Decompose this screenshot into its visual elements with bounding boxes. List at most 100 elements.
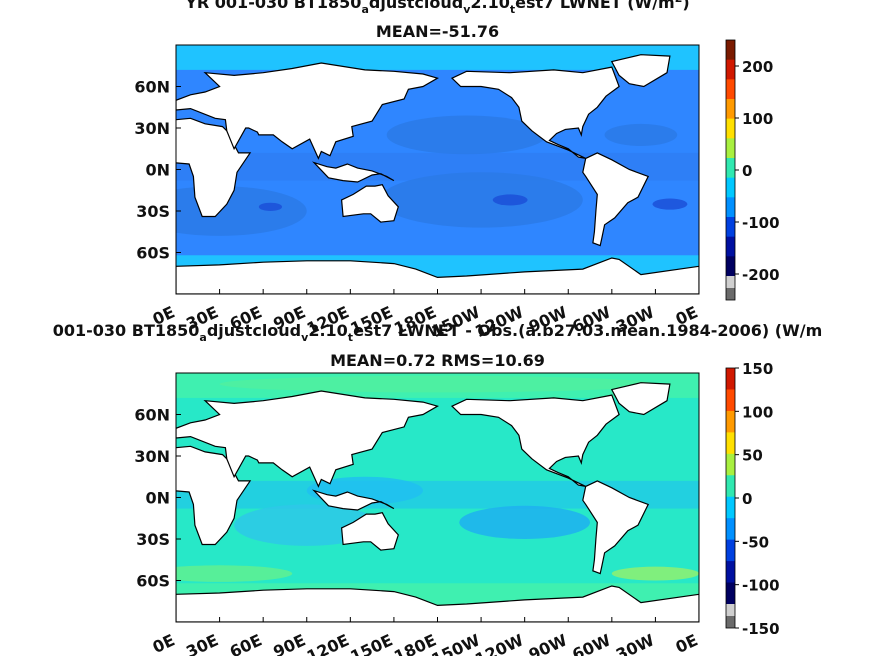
y-tick-label: 0N: [145, 489, 170, 508]
y-tick-label: 60S: [136, 244, 170, 263]
land-indonesia: [311, 161, 395, 183]
colorbar-segment: [726, 217, 735, 238]
panel1-field: [176, 45, 699, 294]
colorbar-underflow: [726, 616, 735, 628]
colorbar-segment: [726, 177, 735, 198]
land-australia: [340, 512, 399, 551]
x-tick-label: 0E: [673, 302, 701, 329]
ocean-anomaly: [219, 375, 656, 393]
x-tick-label: 90W: [526, 630, 571, 656]
y-tick-label: 30S: [136, 530, 170, 549]
ocean-anomaly: [604, 123, 678, 146]
colorbar-segment: [726, 539, 735, 562]
x-tick-label: 60E: [227, 630, 265, 656]
colorbar-segment: [726, 453, 735, 476]
colorbar-segment: [726, 99, 735, 120]
ocean-anomaly: [652, 198, 688, 210]
x-tick-label: 30W: [613, 630, 658, 656]
x-tick-label: 0E: [150, 630, 178, 656]
land-antarctica: [176, 257, 699, 294]
y-tick-label: 30S: [136, 202, 170, 221]
land-greenland: [610, 54, 671, 88]
x-tick-label: 30E: [183, 630, 221, 656]
x-tick-label: 120E: [304, 630, 352, 656]
x-tick-label: 150E: [347, 302, 395, 338]
ocean-anomaly: [459, 505, 591, 539]
colorbar-tick-label: 0: [742, 490, 752, 508]
land-eurasia: [176, 390, 440, 488]
colorbar-tick-label: -50: [742, 533, 769, 551]
colorbar-tick-label: 200: [742, 58, 773, 76]
land-samerica: [582, 480, 650, 575]
colorbar-tick-label: 50: [742, 447, 763, 465]
land-indonesia: [311, 489, 395, 511]
colorbar-tick-label: -100: [742, 577, 780, 595]
land-antarctica: [176, 585, 699, 622]
x-tick-label: 120E: [304, 302, 352, 338]
colorbar-segment: [726, 59, 735, 80]
colorbar-segment: [726, 236, 735, 257]
land-namerica: [450, 66, 620, 159]
y-tick-label: 60N: [134, 78, 170, 97]
colorbar-segment: [726, 256, 735, 277]
colorbar-segment: [726, 582, 735, 605]
panel1-colorbar: 200 100 0 -100 -200: [725, 39, 780, 301]
colorbar-segment: [726, 410, 735, 433]
colorbar-segment: [726, 389, 735, 412]
y-tick-label: 60N: [134, 406, 170, 425]
ocean-anomaly: [258, 202, 283, 212]
ocean-band-north: [176, 45, 699, 70]
land-samerica: [582, 152, 650, 247]
x-tick-label: 150E: [347, 630, 395, 656]
colorbar-segment: [726, 368, 735, 390]
y-tick-label: 60S: [136, 572, 170, 591]
ocean-anomaly: [379, 172, 583, 228]
x-tick-label: 90W: [526, 302, 571, 336]
x-tick-label: 120W: [472, 302, 527, 341]
x-tick-label: 0E: [150, 302, 178, 329]
colorbar-segment: [726, 197, 735, 218]
colorbar-tick-label: 150: [742, 360, 773, 378]
colorbar-segment: [726, 158, 735, 179]
panel2-colorbar: 150 100 50 0 -50 -100 -150: [725, 360, 780, 638]
colorbar-underflow: [726, 276, 735, 288]
x-tick-label: 90E: [270, 302, 308, 333]
land-greenland: [610, 382, 671, 416]
ocean-anomaly: [492, 194, 528, 206]
colorbar-segment: [726, 496, 735, 519]
panel1-subtitle: MEAN=-51.76: [375, 22, 500, 41]
x-tick-label: 0E: [673, 630, 701, 656]
ocean-anomaly: [176, 565, 293, 582]
x-tick-label: 30W: [613, 302, 658, 336]
ocean-anomaly: [386, 115, 547, 155]
panel2-field: [176, 373, 699, 622]
x-tick-label: 60W: [569, 302, 614, 336]
colorbar-segment: [726, 518, 735, 541]
panel1-title: YR 001-030 BT1850adjustcloudv2.10test7 L…: [185, 0, 690, 16]
colorbar-segment: [726, 432, 735, 455]
panel2-title: 001-030 BT1850adjustcloudv2.10test7 LWNE…: [52, 321, 823, 344]
x-tick-label: 60W: [569, 630, 614, 656]
ocean-anomaly: [611, 566, 699, 581]
x-tick-label: 90E: [270, 630, 308, 656]
colorbar-segment: [726, 40, 735, 61]
colorbar-tick-label: -200: [742, 266, 780, 284]
land-eurasia: [176, 62, 440, 160]
colorbar-segment: [726, 118, 735, 139]
colorbar-segment: [726, 138, 735, 159]
colorbar-tick-label: 100: [742, 110, 773, 128]
colorbar-segment: [726, 561, 735, 584]
colorbar-underflow: [726, 288, 735, 300]
panel2-subtitle: MEAN=0.72 RMS=10.69: [330, 351, 545, 370]
x-tick-label: 30E: [183, 302, 221, 333]
land-australia: [340, 184, 399, 223]
y-tick-label: 0N: [145, 161, 170, 180]
colorbar-tick-label: 0: [742, 162, 752, 180]
land-namerica: [450, 394, 620, 487]
colorbar-underflow: [726, 604, 735, 616]
y-tick-label: 30N: [134, 119, 170, 138]
y-tick-label: 30N: [134, 447, 170, 466]
